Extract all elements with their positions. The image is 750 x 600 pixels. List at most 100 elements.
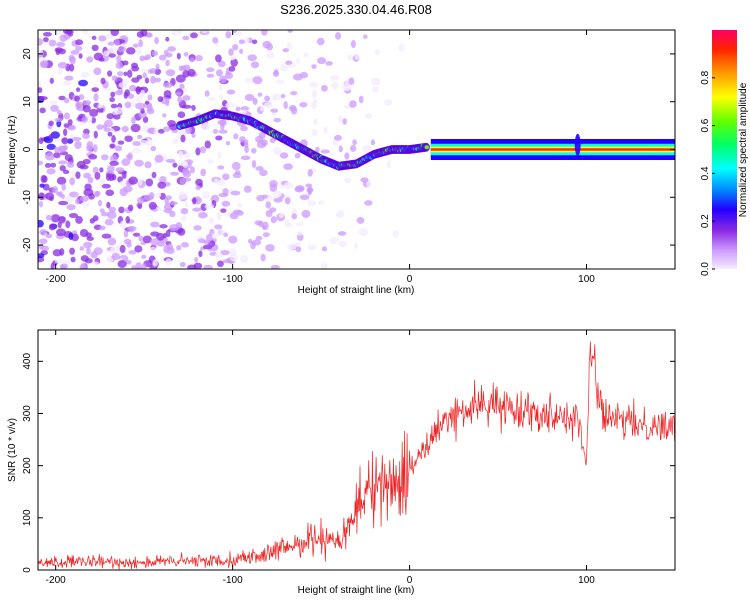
spectrogram-noise-blob <box>117 140 125 145</box>
spectrogram-noise-blob <box>177 191 188 200</box>
spectrogram-y-tick-label: -10 <box>22 190 33 205</box>
spectrogram-noise-blob <box>294 152 301 159</box>
spectrogram-noise-blob <box>146 32 152 38</box>
spectrogram-noise-blob <box>70 49 80 55</box>
spectrogram-noise-blob <box>204 90 210 97</box>
spectrogram-noise-blob <box>128 176 139 185</box>
spectrogram-noise-blob <box>126 241 132 248</box>
spectrogram-noise-blob <box>262 40 272 49</box>
spectrogram-noise-blob <box>147 94 153 101</box>
spectrogram-x-ticks: -200 -100 0 100 <box>46 30 595 285</box>
spectrogram-noise-blob <box>92 144 98 153</box>
spectrogram-noise-blob <box>176 52 181 60</box>
spectrogram-noise-blob <box>156 232 165 241</box>
spectrogram-noise-blob <box>295 57 301 64</box>
spectrogram-noise-blob <box>157 181 167 189</box>
spectrogram-noise-blob <box>107 131 113 137</box>
spectrogram-noise-blob <box>251 39 258 44</box>
snr-x-tick-label: -200 <box>46 575 66 586</box>
spectrogram-noise-blob <box>66 204 76 211</box>
spectrogram-noise-blob <box>98 57 105 62</box>
spectrogram-noise-blob <box>127 204 134 212</box>
spectrogram-noise-blob <box>206 73 215 78</box>
spectrogram-noise-blob <box>170 171 180 176</box>
spectrogram-noise-blob <box>163 90 172 98</box>
colorbar-tick-label: 0.6 <box>700 118 711 132</box>
spectrogram-noise-blob <box>162 113 167 118</box>
spectrogram-noise-blob <box>44 163 52 168</box>
spectrogram-noise-blob <box>125 154 132 159</box>
spectrogram-noise-blob <box>75 45 83 51</box>
spectrogram-noise-blob <box>260 106 265 112</box>
spectrogram-noise-blob <box>57 68 63 75</box>
spectrogram-noise-blob <box>80 262 87 269</box>
spectrogram-noise-blob <box>176 244 182 251</box>
spectrogram-noise-blob <box>337 115 343 123</box>
spectrogram-noise-blob <box>131 265 137 269</box>
spectrogram-noise-blob <box>91 261 99 266</box>
spectrogram-noise-blob <box>214 224 223 230</box>
spectrogram-y-tick-label: 20 <box>22 48 33 60</box>
spectrogram-noise-blob <box>273 197 283 203</box>
spectrogram-noise-blob <box>104 218 114 226</box>
spectrogram-noise-blob <box>59 34 68 42</box>
spectrogram-noise-blob <box>96 107 104 113</box>
spectrogram-noise-blob <box>69 247 75 255</box>
spectrogram-noise-blob <box>100 211 110 217</box>
spectrogram-noise-blob <box>313 118 318 125</box>
spectrogram-noise-blob <box>320 149 331 154</box>
spectrogram-noise-blob <box>38 38 44 46</box>
spectrogram-noise-blob <box>130 123 141 133</box>
spectrogram-noise-blob <box>364 113 372 119</box>
spectrogram-noise-blob <box>115 61 123 70</box>
spectrogram-noise-blob <box>68 232 74 241</box>
spectrogram-noise-blob <box>299 194 310 201</box>
spectrogram-noise-blob <box>224 72 234 80</box>
spectrogram-noise-blob <box>295 222 304 227</box>
spectrogram-noise-blob <box>138 235 144 242</box>
spectrogram-noise-blob <box>87 115 93 123</box>
spectrogram-noise-blob <box>52 249 62 257</box>
spectrogram-noise-blob <box>262 221 269 230</box>
spectrogram-noise-blob <box>358 227 368 236</box>
spectrogram-noise-blob <box>115 244 121 249</box>
spectrogram-noise-blob <box>183 52 189 57</box>
spectrogram-noise-blob <box>228 65 236 72</box>
spectrogram-noise-blob <box>75 87 81 92</box>
spectrogram-noise-blob <box>195 185 201 191</box>
spectrogram-noise-blob <box>344 152 350 160</box>
spectrogram-noise-blob <box>48 39 57 47</box>
spectrogram-noise-blob <box>134 159 144 167</box>
spectrogram-noise-blob <box>106 210 117 220</box>
spectrogram-noise-blob <box>106 113 115 120</box>
spectrogram-noise-blob <box>392 230 399 239</box>
spectrogram-noise-blob <box>290 90 298 96</box>
spectrogram-noise-blob <box>150 75 156 84</box>
spectrogram-noise-blob <box>338 240 348 248</box>
spectrogram-noise-blob <box>108 206 116 213</box>
spectrogram-noise-blob <box>232 43 239 51</box>
snr-panel: -200 -100 0 100 0 100 200 300 400 Height of str… <box>7 329 676 596</box>
spectrogram-noise-blob <box>85 232 92 238</box>
spectrogram-noise-blob <box>217 179 225 186</box>
spectrogram-noise-blob <box>155 63 160 70</box>
spectrogram-noise-blob <box>126 69 133 78</box>
spectrogram-noise-blob <box>48 100 59 105</box>
spectrogram-noise-blob <box>45 233 53 239</box>
spectrogram-noise-blob <box>42 32 52 37</box>
spectrogram-noise-blob <box>180 207 189 215</box>
spectrogram-noise-blob <box>299 101 308 108</box>
spectrogram-noise-blob <box>94 190 100 198</box>
spectrogram-noise-blob <box>66 161 75 168</box>
spectrogram-noise-blob <box>219 75 227 84</box>
spectrogram-noise-blob <box>337 231 347 236</box>
spectrogram-noise-blob <box>168 123 179 131</box>
spectrogram-noise-blob <box>38 96 48 101</box>
spectrogram-noise-blob <box>204 140 211 149</box>
spectrogram-noise-blob <box>88 154 98 160</box>
spectrogram-noise-blob <box>114 145 123 152</box>
spectrogram-noise-blob <box>138 111 147 119</box>
spectrogram-noise-blob <box>125 259 132 265</box>
snr-y-tick-label: 200 <box>22 457 33 474</box>
spectrogram-noise-blob <box>117 46 126 53</box>
